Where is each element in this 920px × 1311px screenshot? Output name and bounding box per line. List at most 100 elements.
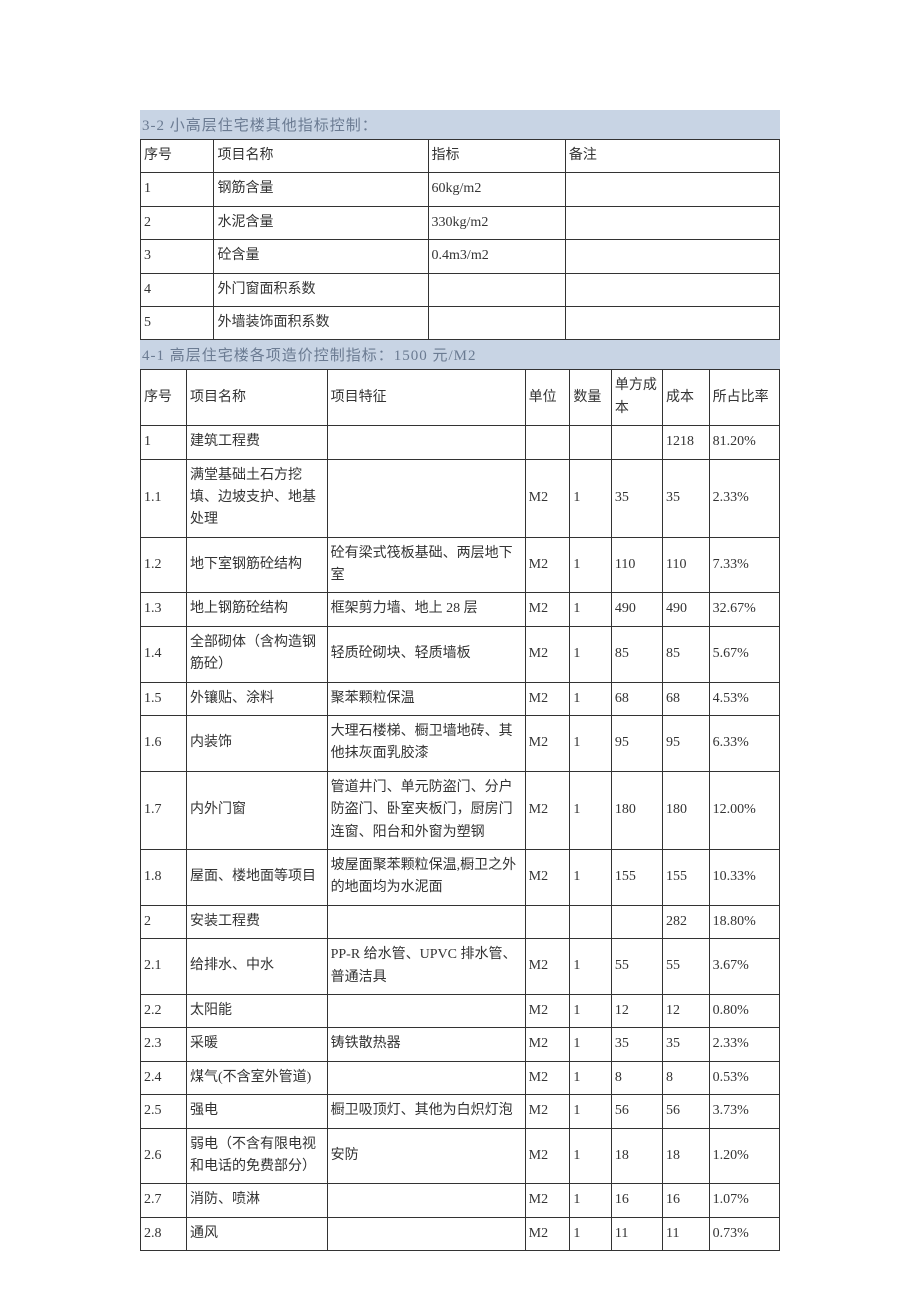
- table-cell: 16: [611, 1184, 662, 1217]
- col-unit: 单位: [525, 370, 570, 426]
- table-cell: 81.20%: [709, 426, 779, 459]
- table-cell: 全部砌体（含构造钢筋砼）: [187, 626, 328, 682]
- table-row: 2.2太阳能M2112120.80%: [141, 994, 780, 1027]
- table-cell: 0.4m3/m2: [428, 240, 565, 273]
- table-cell: 安装工程费: [187, 905, 328, 938]
- table-cell: 2.33%: [709, 459, 779, 537]
- section2-header: 4-1 高层住宅楼各项造价控制指标：1500 元/M2: [140, 340, 780, 369]
- table-cell: 1: [570, 682, 612, 715]
- table-cell: 砼有梁式筏板基础、两层地下室: [327, 537, 525, 593]
- table-row: 1.2地下室钢筋砼结构砼有梁式筏板基础、两层地下室M211101107.33%: [141, 537, 780, 593]
- table-cell: M2: [525, 1061, 570, 1094]
- table-cell: 490: [663, 593, 710, 626]
- table-cell: [565, 273, 779, 306]
- table-cell: [570, 905, 612, 938]
- table-cell: 282: [663, 905, 710, 938]
- table-cell: 1: [570, 716, 612, 772]
- table-cell: 12: [611, 994, 662, 1027]
- table-cell: 坡屋面聚苯颗粒保温,橱卫之外的地面均为水泥面: [327, 849, 525, 905]
- table-cell: 18: [611, 1128, 662, 1184]
- table-row: 2.1给排水、中水PP-R 给水管、UPVC 排水管、普通洁具M2155553.…: [141, 939, 780, 995]
- table-cell: 砼含量: [214, 240, 428, 273]
- table-cell: 1.2: [141, 537, 187, 593]
- table-cell: 弱电（不含有限电视和电话的免费部分）: [187, 1128, 328, 1184]
- table-cell: 内外门窗: [187, 771, 328, 849]
- table-cell: [565, 240, 779, 273]
- table-cell: 3: [141, 240, 214, 273]
- table-cell: 大理石楼梯、橱卫墙地砖、其他抹灰面乳胶漆: [327, 716, 525, 772]
- table-cell: 1.5: [141, 682, 187, 715]
- table-row: 1.8屋面、楼地面等项目坡屋面聚苯颗粒保温,橱卫之外的地面均为水泥面M21155…: [141, 849, 780, 905]
- table-cell: 7.33%: [709, 537, 779, 593]
- table-cell: 490: [611, 593, 662, 626]
- table-cell: 1: [570, 1061, 612, 1094]
- table-cell: 1.07%: [709, 1184, 779, 1217]
- table-cell: 3.67%: [709, 939, 779, 995]
- table-row: 1.3地上钢筋砼结构框架剪力墙、地上 28 层M2149049032.67%: [141, 593, 780, 626]
- table-cell: 地下室钢筋砼结构: [187, 537, 328, 593]
- table-cell: [565, 306, 779, 339]
- table-cell: 0.80%: [709, 994, 779, 1027]
- table-cell: M2: [525, 1095, 570, 1128]
- table-cell: 16: [663, 1184, 710, 1217]
- table-cell: 地上钢筋砼结构: [187, 593, 328, 626]
- table-cell: [428, 306, 565, 339]
- table-cell: M2: [525, 593, 570, 626]
- table-row: 1.7内外门窗管道井门、单元防盗门、分户防盗门、卧室夹板门，厨房门连窗、阳台和外…: [141, 771, 780, 849]
- table-cell: [327, 994, 525, 1027]
- table-cell: 155: [611, 849, 662, 905]
- table-row: 2.3采暖铸铁散热器M2135352.33%: [141, 1028, 780, 1061]
- table-cell: 1: [570, 626, 612, 682]
- table-row: 2.4煤气(不含室外管道)M21880.53%: [141, 1061, 780, 1094]
- col-seq: 序号: [141, 370, 187, 426]
- table-cell: 1: [570, 593, 612, 626]
- table-cell: 8: [663, 1061, 710, 1094]
- table-cell: 110: [611, 537, 662, 593]
- table-cell: M2: [525, 849, 570, 905]
- col-indicator: 指标: [428, 140, 565, 173]
- table-cell: M2: [525, 1184, 570, 1217]
- table-cell: 35: [663, 459, 710, 537]
- table-cell: 采暖: [187, 1028, 328, 1061]
- table-cell: M2: [525, 994, 570, 1027]
- col-unitcost: 单方成本: [611, 370, 662, 426]
- table-cell: 35: [611, 459, 662, 537]
- table-cell: [565, 173, 779, 206]
- table-cell: M2: [525, 537, 570, 593]
- table-cell: 屋面、楼地面等项目: [187, 849, 328, 905]
- table-cell: 1.20%: [709, 1128, 779, 1184]
- table-cell: M2: [525, 771, 570, 849]
- table-cell: 12: [663, 994, 710, 1027]
- table-cell: 1.3: [141, 593, 187, 626]
- table-cell: 2.3: [141, 1028, 187, 1061]
- table-row: 5外墙装饰面积系数: [141, 306, 780, 339]
- table-row: 2水泥含量330kg/m2: [141, 206, 780, 239]
- table-cell: 8: [611, 1061, 662, 1094]
- table-cell: 1.6: [141, 716, 187, 772]
- table-header-row: 序号 项目名称 项目特征 单位 数量 单方成本 成本 所占比率: [141, 370, 780, 426]
- table-cell: 1: [570, 994, 612, 1027]
- table-cell: 5: [141, 306, 214, 339]
- col-name: 项目名称: [214, 140, 428, 173]
- table-cell: [327, 426, 525, 459]
- table-cell: 煤气(不含室外管道): [187, 1061, 328, 1094]
- table-cell: 钢筋含量: [214, 173, 428, 206]
- col-cost: 成本: [663, 370, 710, 426]
- table-cell: 1: [570, 1217, 612, 1250]
- table-cell: 4.53%: [709, 682, 779, 715]
- table-cell: 5.67%: [709, 626, 779, 682]
- table-cell: 68: [611, 682, 662, 715]
- table-cell: 56: [663, 1095, 710, 1128]
- table-cell: 聚苯颗粒保温: [327, 682, 525, 715]
- col-ratio: 所占比率: [709, 370, 779, 426]
- table-cell: M2: [525, 939, 570, 995]
- table-cell: 给排水、中水: [187, 939, 328, 995]
- table-cell: [428, 273, 565, 306]
- table-cell: 18: [663, 1128, 710, 1184]
- table-cell: [327, 905, 525, 938]
- table-cell: 11: [663, 1217, 710, 1250]
- table-cell: [525, 905, 570, 938]
- table-cell: 56: [611, 1095, 662, 1128]
- table-cell: 外门窗面积系数: [214, 273, 428, 306]
- table-cell: 外镶贴、涂料: [187, 682, 328, 715]
